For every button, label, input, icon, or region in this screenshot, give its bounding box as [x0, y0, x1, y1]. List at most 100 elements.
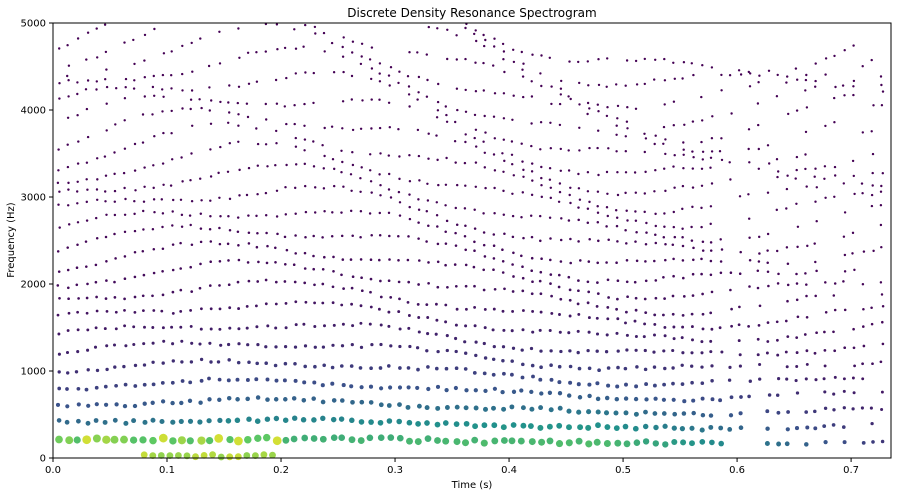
- data-point: [644, 170, 647, 174]
- data-point: [66, 246, 69, 249]
- data-point: [418, 179, 421, 182]
- data-point: [105, 102, 108, 105]
- data-point: [320, 399, 326, 405]
- data-point: [123, 41, 126, 44]
- data-point: [293, 186, 297, 190]
- data-point: [264, 278, 268, 282]
- data-point: [796, 245, 799, 249]
- data-point: [508, 437, 516, 445]
- data-point: [209, 307, 213, 311]
- data-point: [512, 94, 515, 97]
- data-point: [379, 323, 383, 327]
- data-point: [294, 47, 298, 50]
- data-point: [795, 168, 798, 172]
- data-point: [786, 335, 790, 338]
- data-point: [606, 317, 610, 321]
- data-point: [189, 223, 192, 227]
- data-point: [530, 162, 534, 165]
- data-point: [228, 306, 232, 310]
- data-point: [577, 60, 580, 64]
- data-point: [199, 357, 204, 362]
- data-point: [283, 105, 287, 108]
- data-point: [360, 166, 363, 169]
- data-point: [341, 383, 346, 388]
- data-point: [387, 74, 391, 77]
- data-point: [255, 395, 261, 400]
- data-point: [94, 402, 99, 407]
- data-point: [700, 381, 705, 385]
- data-point: [199, 212, 203, 215]
- data-point: [180, 339, 184, 343]
- data-point: [171, 268, 175, 272]
- data-point: [605, 114, 609, 118]
- data-point: [274, 378, 279, 383]
- data-point: [389, 344, 393, 348]
- data-point: [238, 168, 241, 172]
- data-point: [310, 435, 318, 442]
- data-point: [378, 62, 382, 65]
- data-point: [340, 234, 344, 238]
- data-point: [275, 189, 279, 193]
- data-point: [558, 330, 562, 334]
- data-point: [303, 149, 306, 152]
- data-point: [566, 393, 572, 398]
- data-point: [370, 342, 374, 347]
- data-point: [181, 180, 184, 183]
- data-point: [86, 348, 90, 352]
- data-point: [454, 244, 458, 247]
- data-point: [682, 148, 685, 151]
- data-point: [823, 390, 827, 394]
- data-point: [464, 263, 468, 267]
- data-point: [474, 185, 478, 189]
- data-point: [397, 402, 402, 407]
- data-point: [275, 141, 278, 145]
- data-point: [57, 270, 61, 273]
- data-point: [737, 339, 741, 343]
- data-point: [757, 81, 760, 84]
- data-point: [643, 82, 646, 86]
- data-point: [653, 259, 656, 263]
- data-point: [312, 254, 315, 258]
- data-point: [275, 215, 279, 218]
- data-point: [330, 416, 337, 423]
- data-point: [398, 70, 401, 73]
- data-point: [550, 294, 553, 298]
- data-point: [700, 351, 704, 355]
- data-point: [207, 376, 211, 381]
- data-point: [189, 178, 192, 182]
- data-point: [368, 153, 372, 156]
- data-point: [255, 245, 259, 249]
- data-point: [739, 250, 742, 254]
- data-point: [597, 173, 600, 177]
- data-point: [588, 146, 591, 150]
- data-point: [597, 83, 601, 87]
- data-point: [671, 397, 676, 402]
- data-point: [320, 383, 325, 388]
- data-point: [815, 331, 818, 335]
- data-point: [170, 380, 175, 385]
- data-point: [76, 350, 80, 354]
- data-point: [662, 441, 669, 448]
- data-point: [775, 320, 779, 324]
- data-point: [530, 170, 534, 173]
- data-point: [349, 173, 353, 176]
- data-point: [833, 375, 837, 379]
- data-point: [578, 103, 581, 106]
- data-point: [95, 309, 99, 313]
- data-point: [643, 348, 647, 353]
- data-point: [538, 328, 542, 332]
- data-point: [161, 326, 165, 330]
- data-point: [586, 301, 590, 305]
- data-point: [181, 89, 184, 92]
- data-point: [871, 152, 875, 156]
- data-point: [691, 272, 695, 276]
- data-point: [415, 421, 421, 427]
- data-point: [634, 210, 637, 213]
- data-point: [690, 312, 694, 316]
- data-point: [115, 87, 118, 90]
- data-point: [113, 365, 117, 369]
- data-point: [577, 424, 584, 431]
- data-point: [387, 324, 391, 328]
- data-point: [190, 89, 194, 92]
